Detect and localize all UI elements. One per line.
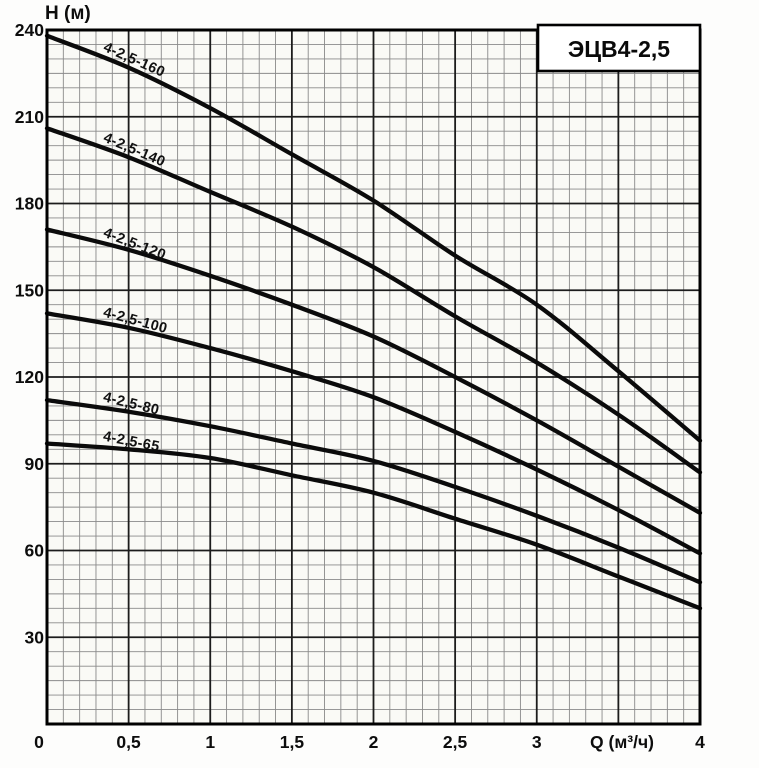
x-tick-label-1-5: 1,5 <box>280 732 305 752</box>
curve-4-2-5-80 <box>44 397 703 585</box>
curve-4-2-5-140 <box>44 126 703 475</box>
title-box-frame <box>536 23 702 73</box>
plot-border <box>45 28 702 726</box>
title-box: ЭЦВ4-2,5 <box>536 23 702 73</box>
grid <box>47 30 700 724</box>
curve-4-2-5-65 <box>44 441 703 611</box>
x-tick-label-0: 0 <box>34 732 44 752</box>
x-tick-label-0-5: 0,5 <box>116 732 141 752</box>
y-tick-label-120: 120 <box>15 367 44 387</box>
x-tick-label-2-5: 2,5 <box>443 732 468 752</box>
x-tick-label-4: 4 <box>695 732 705 752</box>
curve-4-2-5-120 <box>44 227 703 516</box>
x-tick-label-3: 3 <box>532 732 542 752</box>
x-tick-label-2: 2 <box>369 732 379 752</box>
x-tick-label-1: 1 <box>205 732 215 752</box>
y-tick-label-90: 90 <box>25 454 45 474</box>
pump-curves <box>44 33 703 611</box>
y-tick-label-240: 240 <box>15 20 44 40</box>
x-axis-title: Q (м³/ч) <box>590 732 654 752</box>
curve-4-2-5-100 <box>44 311 703 556</box>
chart-title: ЭЦВ4-2,5 <box>568 36 670 62</box>
y-axis-title: Н (м) <box>45 3 91 24</box>
y-tick-label-30: 30 <box>25 627 45 647</box>
y-tick-label-150: 150 <box>15 280 44 300</box>
axis-tick-labels: 240 210 180 150 120 90 60 30 0 0,5 1 1,5 2 2,5 3 4 <box>15 20 705 752</box>
curve-4-2-5-160 <box>44 33 703 443</box>
y-tick-label-180: 180 <box>15 194 44 214</box>
y-tick-label-60: 60 <box>25 541 45 561</box>
y-tick-label-210: 210 <box>15 107 44 127</box>
